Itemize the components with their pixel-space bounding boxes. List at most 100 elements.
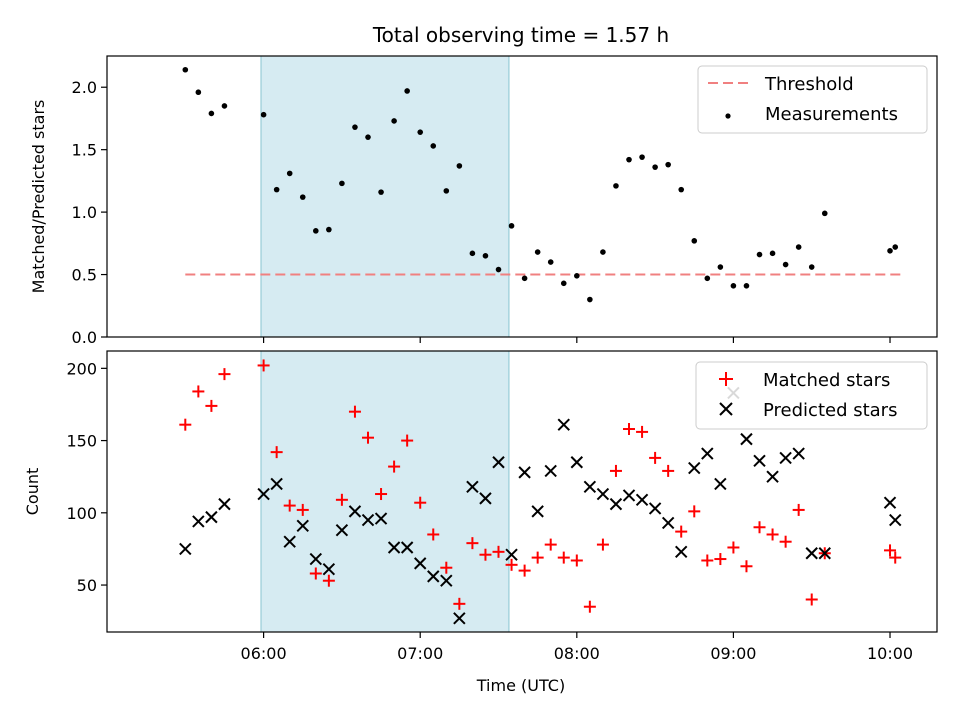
top-legend-box <box>697 65 928 134</box>
predicted-star-marker <box>688 461 701 475</box>
y-tick-label: 150 <box>66 432 97 451</box>
y-tick-label: 2.0 <box>72 78 97 97</box>
measurement-point <box>574 273 580 279</box>
predicted-star-marker <box>505 548 518 561</box>
measurement-point <box>456 163 463 169</box>
predicted-star-marker <box>635 493 649 507</box>
measurement-point <box>417 129 424 135</box>
predicted-star-marker <box>374 512 388 525</box>
predicted-star-marker <box>557 418 570 431</box>
measurement-point <box>208 110 215 117</box>
matched-star-marker <box>257 359 270 372</box>
predicted-star-marker <box>518 466 531 479</box>
matched-legend-swatch <box>719 372 733 386</box>
predicted-star-marker <box>889 513 902 527</box>
predicted-star-marker <box>387 541 401 554</box>
measurement-point <box>717 264 724 270</box>
measurement-point <box>613 183 619 189</box>
measurement-point <box>626 156 632 163</box>
measurement-point <box>678 186 685 193</box>
measurement-point <box>352 124 358 130</box>
y-tick-label: 200 <box>66 359 97 378</box>
measurement-point <box>887 248 893 254</box>
predicted-star-marker <box>883 496 897 509</box>
measurement-point <box>534 249 541 255</box>
measurement-point <box>892 244 899 250</box>
measurement-point <box>182 66 189 73</box>
matched-star-marker <box>375 488 388 501</box>
measurement-point <box>469 250 476 257</box>
matched-star-marker <box>636 425 649 438</box>
predicted-star-marker <box>531 505 544 518</box>
matched-star-marker <box>283 499 296 512</box>
top-x-ticks <box>263 337 891 343</box>
matched-legend-label: Matched stars <box>763 370 890 391</box>
measurement-point <box>821 210 828 217</box>
predicted-star-marker <box>466 480 479 494</box>
matched-star-marker <box>609 464 622 477</box>
measurements-legend-swatch <box>725 113 731 119</box>
measurement-point <box>273 186 280 193</box>
measurement-point <box>430 143 437 149</box>
predicted-star-marker <box>270 477 283 491</box>
bottom-legend: Matched stars Predicted stars <box>695 361 928 430</box>
measurement-point <box>286 170 293 177</box>
matched-star-marker <box>192 385 205 398</box>
predicted-star-marker <box>622 489 636 502</box>
measurement-point <box>365 134 371 140</box>
matched-star-marker <box>479 548 492 561</box>
predicted-star-marker <box>361 513 375 527</box>
predicted-star-marker <box>218 497 231 511</box>
measurement-point <box>795 244 802 250</box>
matched-star-marker <box>570 554 583 567</box>
predicted-star-marker <box>648 502 662 515</box>
predicted-star-marker <box>440 574 453 587</box>
top-panel: 0.00.51.01.52.0 Matched/Predicted stars … <box>29 55 938 347</box>
matched-star-marker <box>453 597 466 610</box>
matched-star-marker <box>753 521 766 534</box>
measurement-points <box>182 66 899 303</box>
bottom-legend-box <box>695 361 928 430</box>
matched-star-marker <box>688 505 701 518</box>
matched-star-marker <box>714 553 727 566</box>
measurement-point <box>704 275 711 282</box>
predicted-star-marker <box>609 497 623 511</box>
predicted-star-marker <box>792 447 805 460</box>
predicted-star-marker <box>205 510 218 524</box>
measurement-point <box>600 249 606 255</box>
matched-star-marker <box>492 545 505 558</box>
measurement-point <box>260 111 267 118</box>
bottom-panel: 50 100 150 200 06:00 07:00 08:00 09:00 10:00 Co… <box>23 350 938 695</box>
predicted-star-marker <box>740 432 753 446</box>
matched-star-marker <box>740 560 753 573</box>
matched-star-marker <box>792 503 805 516</box>
predicted-legend-label: Predicted stars <box>763 400 897 421</box>
measurement-point <box>404 88 410 94</box>
predicted-star-marker <box>427 570 440 583</box>
measurement-point <box>378 189 384 195</box>
y-tick-label: 0.5 <box>72 266 97 285</box>
matched-star-marker <box>401 434 414 447</box>
y-tick-label: 0.0 <box>72 328 97 347</box>
matched-star-marker <box>440 561 453 574</box>
measurement-point <box>326 226 332 233</box>
measurements-legend-label: Measurements <box>765 104 898 125</box>
predicted-star-marker <box>492 456 505 469</box>
measurement-point <box>665 161 671 168</box>
predicted-star-marker <box>309 552 323 566</box>
matched-star-marker <box>348 405 361 418</box>
predicted-star-marker <box>348 505 362 518</box>
matched-star-markers <box>179 359 902 613</box>
measurement-point <box>195 89 202 96</box>
matched-star-marker <box>779 535 792 548</box>
x-axis-label: Time (UTC) <box>476 676 565 695</box>
matched-star-marker <box>623 423 636 436</box>
predicted-star-marker <box>414 557 427 570</box>
matched-star-marker <box>505 558 518 571</box>
matched-star-marker <box>727 541 740 554</box>
predicted-star-marker <box>570 456 584 469</box>
observing-window-shade <box>260 350 510 633</box>
measurement-point <box>691 238 698 244</box>
matched-star-marker <box>662 464 675 477</box>
